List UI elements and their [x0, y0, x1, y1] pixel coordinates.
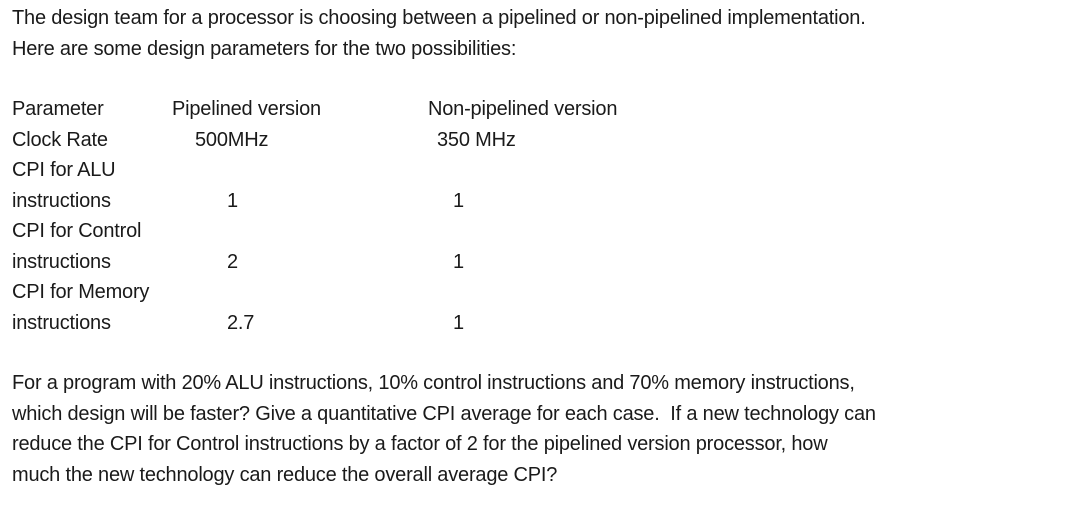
column-header-non-pipelined: Non-pipelined version [428, 98, 618, 120]
question-line-3: reduce the CPI for Control instructions … [12, 433, 828, 455]
table-header-row: Parameter Pipelined version Non-pipeline… [12, 94, 788, 125]
cell-cpi-control-non-pipelined: 1 [453, 250, 464, 273]
cell-cpi-memory-label: CPI for Memory instructions [12, 281, 150, 334]
intro-line-1: The design team for a processor is choos… [12, 7, 866, 29]
table-row-clock-rate: Clock Rate 500MHz 350 MHz [12, 125, 788, 156]
intro-line-2: Here are some design parameters for the … [12, 37, 517, 60]
table-row-cpi-control: CPI for Control instructions 2 1 [12, 216, 788, 277]
cell-cpi-control-pipelined: 2 [227, 250, 238, 273]
parameters-table: Parameter Pipelined version Non-pipeline… [12, 94, 788, 338]
table-row-cpi-alu: CPI for ALU instructions 1 1 [12, 155, 788, 216]
cell-cpi-memory-non-pipelined: 1 [453, 311, 464, 334]
cell-cpi-alu-pipelined: 1 [227, 189, 238, 212]
table-row-cpi-memory: CPI for Memory instructions 2.7 1 [12, 277, 788, 338]
cell-clock-rate-pipelined: 500MHz [195, 128, 269, 151]
question-paragraph: For a program with 20% ALU instructions,… [12, 368, 1067, 490]
cell-cpi-memory-pipelined: 2.7 [227, 311, 255, 334]
cell-cpi-control-label: CPI for Control instructions [12, 220, 142, 273]
cell-cpi-alu-non-pipelined: 1 [453, 189, 464, 212]
cell-cpi-alu-label: CPI for ALU instructions [12, 159, 116, 212]
cell-clock-rate-label: Clock Rate [12, 128, 108, 151]
question-line-1: For a program with 20% ALU instructions,… [12, 372, 855, 394]
question-line-4: much the new technology can reduce the o… [12, 463, 558, 486]
column-header-parameter: Parameter [12, 98, 104, 120]
section-gap [12, 338, 1067, 368]
question-line-2: which design will be faster? Give a quan… [12, 402, 876, 425]
document-page: The design team for a processor is choos… [12, 3, 1067, 490]
intro-paragraph: The design team for a processor is choos… [12, 3, 1067, 64]
cell-clock-rate-non-pipelined: 350 MHz [437, 128, 516, 151]
column-header-pipelined: Pipelined version [172, 98, 321, 120]
section-gap [12, 64, 1067, 94]
